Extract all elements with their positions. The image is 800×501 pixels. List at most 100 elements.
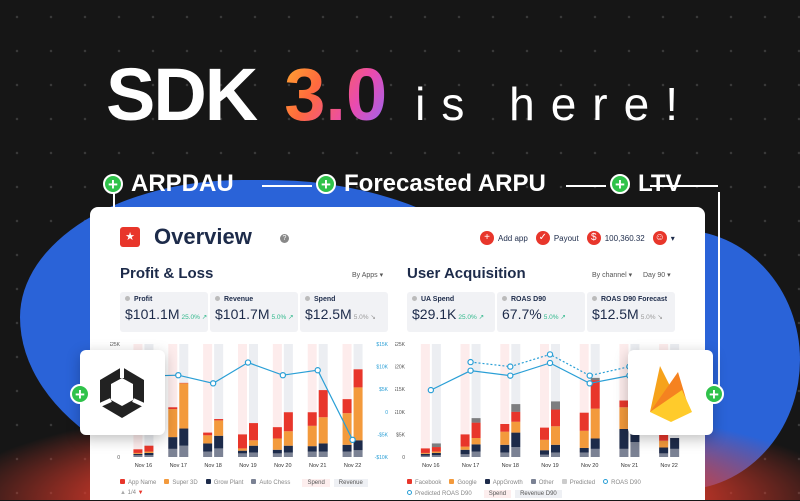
spend-bar-segment <box>273 427 282 438</box>
y-tick-label: 0 <box>117 455 120 461</box>
revenue-bar-segment <box>354 369 363 387</box>
kpi-label: UA Spend <box>412 296 490 303</box>
legend-label: Grow Plant <box>214 480 244 486</box>
add-app-label: Add app <box>498 234 528 243</box>
feature-ltv: +LTV <box>610 170 682 198</box>
x-tick-label: Nov 18 <box>204 463 221 469</box>
revenue-bar-segment <box>551 410 560 427</box>
legend-item[interactable]: App Name <box>120 479 156 486</box>
page-title: Overview <box>154 224 252 250</box>
overview-card: ★ Overview ? +Add app ✓Payout $100,360.3… <box>90 207 705 500</box>
spend-bar-segment <box>540 450 549 455</box>
legend-item[interactable]: Predicted <box>562 479 595 486</box>
plus-icon: + <box>70 384 90 404</box>
x-tick-label: Nov 16 <box>422 463 439 469</box>
plus-icon: + <box>704 384 724 404</box>
spend-bar-segment <box>308 412 317 426</box>
legend-item[interactable]: Facebook <box>407 479 441 486</box>
revenue-bar-segment <box>284 446 293 453</box>
y2-tick-label: 0 <box>385 410 388 416</box>
spend-bar-segment <box>461 434 470 446</box>
kpi-delta-value: 25.0% <box>458 314 476 321</box>
y2-tick-label: -$10K <box>375 455 389 461</box>
spend-bar-segment <box>238 448 247 450</box>
spend-bar-segment <box>421 456 430 457</box>
spend-bar-segment <box>421 453 430 454</box>
help-icon[interactable]: ? <box>280 234 289 243</box>
connector <box>262 185 312 187</box>
revenue-bar-segment <box>432 447 441 452</box>
toggle-button[interactable]: Spend <box>484 490 511 498</box>
dollar-icon: $ <box>587 231 601 245</box>
user-menu[interactable]: ☺▾ <box>653 231 675 245</box>
balance-value: 100,360.32 <box>605 234 645 243</box>
app-logo-icon: ★ <box>120 227 140 247</box>
pl-title: Profit & Loss <box>120 265 213 282</box>
spend-bar-segment <box>659 434 668 440</box>
legend-label: Super 3D <box>172 480 197 486</box>
toggle-button[interactable]: Revenue D90 <box>515 490 562 498</box>
legend-item[interactable]: Super 3D <box>164 479 197 486</box>
x-tick-label: Nov 22 <box>344 463 361 469</box>
y-tick-label: $10K <box>395 410 406 416</box>
spend-bar-segment <box>133 455 142 457</box>
spend-bar-segment <box>203 433 212 436</box>
revenue-bar-segment <box>551 445 560 453</box>
pager-label: 1/4 <box>128 490 136 496</box>
revenue-bar-segment <box>214 419 223 420</box>
revenue-bar-segment <box>591 409 600 439</box>
revenue-bar-segment <box>511 422 520 433</box>
toggle-button[interactable]: Spend <box>302 479 329 487</box>
spend-bar-segment <box>168 409 177 437</box>
spend-bar-segment <box>308 452 317 457</box>
pager[interactable]: ▲ 1/4 ▼ <box>120 490 395 496</box>
spend-bar-segment <box>203 443 212 451</box>
profit-point <box>176 373 181 378</box>
toggle-button[interactable]: Revenue <box>334 479 368 487</box>
legend-item[interactable]: ROAS D90 <box>603 479 641 486</box>
spend-bar-segment <box>500 452 509 457</box>
header-actions: +Add app ✓Payout $100,360.32 ☺▾ <box>472 231 675 245</box>
y-tick-label: $15K <box>395 387 406 393</box>
ua-title: User Acquisition <box>407 265 526 282</box>
revenue-bar-segment <box>144 452 153 453</box>
firebase-icon <box>628 350 713 435</box>
y2-tick-label: $15K <box>376 342 388 348</box>
connector <box>566 185 606 187</box>
legend-item[interactable]: Google <box>449 479 476 486</box>
legend-item[interactable]: Other <box>531 479 554 486</box>
x-tick-label: Nov 16 <box>135 463 152 469</box>
y-tick-label: 0 <box>402 455 405 461</box>
kpi-label: Revenue <box>215 296 293 303</box>
x-tick-label: Nov 19 <box>239 463 256 469</box>
day-dropdown[interactable]: Day 90 ▾ <box>643 271 671 279</box>
dropdown-label: Day 90 <box>643 272 665 279</box>
spend-bar-segment <box>500 424 509 432</box>
legend-label: Auto Chess <box>259 480 290 486</box>
by-apps-dropdown[interactable]: By Apps ▾ <box>352 271 383 279</box>
spend-column-bg <box>421 344 430 457</box>
predicted-bar-segment <box>551 401 560 409</box>
spend-bar-segment <box>580 413 589 431</box>
predicted-bar-segment <box>472 418 481 423</box>
by-channel-dropdown[interactable]: By channel ▾ <box>592 271 632 279</box>
payout-button[interactable]: ✓Payout <box>536 231 579 245</box>
legend-item[interactable]: AppGrowth <box>485 479 523 486</box>
kpi-delta-value: 5.0% <box>271 314 286 321</box>
legend-label: ROAS D90 <box>611 480 641 486</box>
legend-item[interactable]: Auto Chess <box>251 479 290 486</box>
add-app-button[interactable]: +Add app <box>480 231 528 245</box>
legend-item[interactable]: Grow Plant <box>206 479 244 486</box>
spend-bar-segment <box>133 454 142 455</box>
revenue-bar-segment <box>319 452 328 457</box>
headline-sdk: SDK <box>106 52 256 137</box>
revenue-bar-segment <box>432 455 441 457</box>
x-tick-label: Nov 17 <box>462 463 479 469</box>
headline: SDK 3.0 is here! <box>0 52 800 137</box>
spend-bar-segment <box>168 407 177 409</box>
legend-label: App Name <box>128 480 156 486</box>
balance[interactable]: $100,360.32 <box>587 231 645 245</box>
legend-item[interactable]: Predicted ROAS D90 <box>407 490 472 497</box>
spend-bar-segment <box>619 449 628 457</box>
